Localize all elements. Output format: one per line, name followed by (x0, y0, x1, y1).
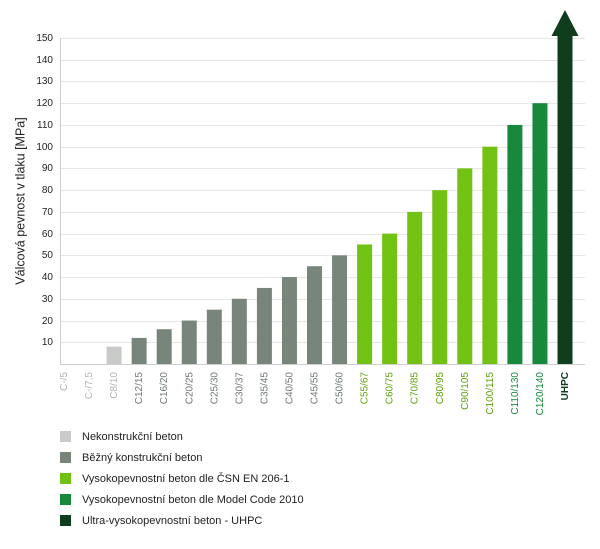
x-tick-label: C60/75 (385, 372, 396, 405)
y-tick-label: 20 (42, 316, 54, 327)
bar (131, 337, 147, 364)
y-tick-label: 120 (36, 98, 53, 109)
bar (507, 124, 523, 364)
bar (206, 309, 222, 364)
legend-label: Vysokopevnostní beton dle ČSN EN 206-1 (82, 472, 290, 485)
bar (532, 103, 548, 364)
bar (457, 168, 473, 364)
y-tick-label: 50 (42, 250, 54, 261)
x-tick-label: C-/5 (59, 372, 70, 391)
x-tick-label: C120/140 (535, 372, 546, 416)
legend-item: Vysokopevnostní beton dle Model Code 201… (60, 489, 304, 510)
y-tick-label: 140 (36, 55, 53, 66)
legend-item: Vysokopevnostní beton dle ČSN EN 206-1 (60, 468, 304, 489)
x-tick-label: C45/55 (310, 372, 321, 405)
legend-label: Běžný konstrukční beton (82, 451, 203, 464)
y-tick-label: 150 (36, 33, 53, 44)
bar (307, 266, 322, 364)
bar (181, 320, 197, 364)
x-tick-label: C12/15 (134, 372, 145, 405)
y-tick-labels: 10 20 30 40 50 60 70 80 90 100 110 120 130 140 150 (36, 33, 53, 348)
legend-label: Nekonstrukční beton (82, 430, 183, 443)
x-tick-label: C110/130 (510, 372, 521, 415)
x-tick-label: C40/50 (284, 372, 295, 405)
x-tick-label: C50/60 (335, 372, 346, 405)
legend-label: Ultra-vysokopevnostní beton - UHPC (82, 514, 263, 527)
bar (432, 190, 448, 364)
x-tick-label: C55/67 (360, 372, 371, 405)
y-tick-label: 80 (42, 185, 54, 196)
legend-swatch (60, 431, 71, 442)
bar (231, 298, 247, 364)
bar (281, 277, 297, 364)
x-tick-label: C20/25 (184, 372, 195, 405)
bar (106, 346, 122, 364)
legend-item: Ultra-vysokopevnostní beton - UHPC (60, 510, 304, 531)
bar (357, 244, 373, 364)
y-tick-label: 10 (42, 337, 54, 348)
y-tick-label: 30 (42, 294, 54, 305)
bar (382, 233, 398, 364)
bars (106, 10, 579, 364)
x-tick-label: C16/20 (159, 372, 170, 405)
gridlines (60, 38, 585, 343)
x-tick-label: C8/10 (109, 372, 120, 399)
x-tick-label: C35/45 (259, 372, 270, 405)
legend-swatch (60, 452, 71, 463)
bar (332, 255, 348, 364)
bar (407, 211, 423, 364)
y-axis-title: Válcová pevnost v tlaku [MPa] (13, 117, 27, 284)
y-tick-label: 130 (36, 76, 53, 87)
legend-item: Nekonstrukční beton (60, 426, 304, 447)
x-tick-label: C100/115 (485, 372, 496, 415)
legend-swatch (60, 494, 71, 505)
x-tick-label: UHPC (560, 372, 571, 400)
bar (256, 287, 272, 364)
y-tick-label: 90 (42, 163, 54, 174)
legend-swatch (60, 473, 71, 484)
x-tick-label: C90/105 (460, 372, 471, 410)
bar (482, 146, 498, 364)
x-tick-label: C80/95 (435, 372, 446, 405)
x-tick-label: C-/7,5 (84, 372, 95, 400)
legend-swatch (60, 515, 71, 526)
bar-uhpc-arrow (551, 10, 579, 364)
legend-item: Běžný konstrukční beton (60, 447, 304, 468)
y-tick-label: 60 (42, 229, 54, 240)
x-tick-label: C25/30 (209, 372, 220, 405)
legend: Nekonstrukční beton Běžný konstrukční bet… (60, 426, 304, 531)
y-tick-label: 70 (42, 207, 54, 218)
y-tick-label: 40 (42, 272, 54, 283)
bar (156, 329, 172, 364)
x-tick-label: C70/85 (410, 372, 421, 405)
x-tick-labels: C-/5 C-/7,5 C8/10 C12/15 C16/20 C20/25 C25/30 C… (59, 372, 571, 416)
y-tick-label: 100 (36, 142, 53, 153)
x-tick-label: C30/37 (234, 372, 245, 405)
y-tick-label: 110 (37, 120, 53, 131)
legend-label: Vysokopevnostní beton dle Model Code 201… (82, 493, 304, 506)
chart: 10 20 30 40 50 60 70 80 90 100 110 120 130 140 150 C-/… (13, 10, 585, 416)
